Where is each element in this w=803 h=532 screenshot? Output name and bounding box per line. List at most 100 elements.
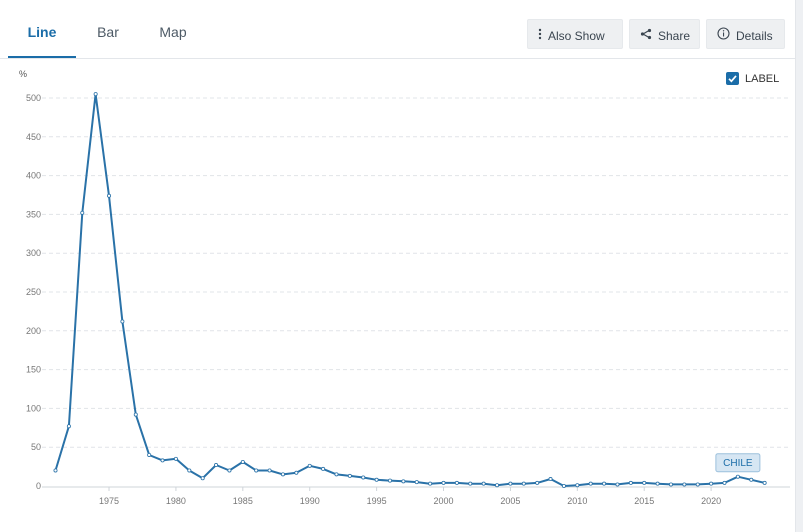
data-point <box>267 468 272 473</box>
data-point <box>160 458 165 463</box>
data-point <box>374 477 379 482</box>
y-tick-label: 350 <box>26 209 41 219</box>
tab-line[interactable]: Line <box>8 0 76 58</box>
gridlines <box>42 97 790 448</box>
data-point <box>561 483 566 488</box>
data-point <box>735 474 740 479</box>
y-tick-label: 200 <box>26 326 41 336</box>
data-point <box>668 482 673 487</box>
series-tag-label: CHILE <box>723 458 753 469</box>
x-tick-label: 1990 <box>300 496 320 506</box>
info-icon <box>717 21 730 51</box>
data-point <box>709 481 714 486</box>
data-point <box>722 480 727 485</box>
data-point <box>468 481 473 486</box>
x-tick-label: 2015 <box>634 496 654 506</box>
details-button[interactable]: Details <box>706 19 785 49</box>
y-tick-label: 150 <box>26 365 41 375</box>
x-tick-label: 2005 <box>500 496 520 506</box>
data-point <box>147 452 152 457</box>
data-point <box>307 463 312 468</box>
tab-map[interactable]: Map <box>159 24 187 40</box>
data-point <box>107 193 112 198</box>
y-tick-label: 500 <box>26 93 41 103</box>
line-chart: % 0 50 100 150 200 250 300 350 400 450 500 1975 198… <box>19 69 790 506</box>
data-point <box>682 482 687 487</box>
data-point <box>428 481 433 486</box>
data-point <box>642 480 647 485</box>
data-point <box>749 477 754 482</box>
series-chile: CHILE <box>53 92 767 488</box>
data-point <box>481 481 486 486</box>
data-point <box>214 463 219 468</box>
data-point <box>80 210 85 215</box>
data-point <box>133 412 138 417</box>
x-tick-label: 2020 <box>701 496 721 506</box>
data-point <box>361 475 366 480</box>
data-point <box>628 480 633 485</box>
data-point <box>227 468 232 473</box>
y-tick-label: 450 <box>26 132 41 142</box>
data-point <box>240 459 245 464</box>
data-point <box>321 466 326 471</box>
data-point <box>602 481 607 486</box>
data-point <box>254 468 259 473</box>
share-icon <box>640 21 652 51</box>
share-label: Share <box>658 28 691 43</box>
tab-bar[interactable]: Bar <box>97 24 119 40</box>
data-point <box>655 481 660 486</box>
x-tick-label: 1995 <box>367 496 387 506</box>
y-tick-label: 0 <box>36 481 41 491</box>
data-point <box>387 478 392 483</box>
data-point <box>548 477 553 482</box>
y-tick-label: 250 <box>26 287 41 297</box>
data-point <box>695 482 700 487</box>
data-point <box>200 476 205 481</box>
data-point <box>120 319 125 324</box>
x-tick-label: 2000 <box>434 496 454 506</box>
series-tag-box <box>715 453 761 473</box>
y-tick-label: 300 <box>26 248 41 258</box>
more-vertical-icon <box>538 21 542 51</box>
data-point <box>454 480 459 485</box>
details-label: Details <box>736 28 773 43</box>
data-point <box>187 468 192 473</box>
data-point <box>294 470 299 475</box>
x-tick-label: 1985 <box>233 496 253 506</box>
data-point <box>521 481 526 486</box>
x-tick-label: 1975 <box>99 496 119 506</box>
data-point <box>334 472 339 477</box>
also-show-label: Also Show <box>548 28 605 43</box>
checkbox-checked-icon[interactable] <box>726 72 739 85</box>
data-point <box>280 472 285 477</box>
also-show-button[interactable]: Also Show <box>527 19 623 49</box>
y-tick-label: 100 <box>26 403 41 413</box>
data-point <box>441 480 446 485</box>
data-point <box>414 480 419 485</box>
data-point <box>762 480 767 485</box>
legend-label: LABEL <box>745 73 780 85</box>
data-point <box>347 473 352 478</box>
x-tick-label: 1980 <box>166 496 186 506</box>
y-tick-label: 50 <box>31 442 41 452</box>
data-point <box>53 468 58 473</box>
data-point <box>495 483 500 488</box>
data-point <box>401 479 406 484</box>
data-point <box>173 456 178 461</box>
data-point <box>588 481 593 486</box>
data-point <box>508 481 513 486</box>
series-line <box>54 93 765 487</box>
data-point <box>93 92 98 97</box>
share-button[interactable]: Share <box>629 19 700 49</box>
y-tick-label: 400 <box>26 171 41 181</box>
y-unit-label: % <box>19 69 27 79</box>
data-point <box>615 482 620 487</box>
x-axis: 1975 1980 1985 1990 1995 2000 2005 2010 2015 2020 <box>42 486 790 506</box>
data-point <box>575 483 580 488</box>
data-point <box>66 424 71 429</box>
data-point <box>535 480 540 485</box>
x-tick-label: 2010 <box>567 496 587 506</box>
top-bar: Line Bar Map Also Show Share Details <box>0 0 795 59</box>
y-axis: 0 50 100 150 200 250 300 350 400 450 500 <box>26 93 41 491</box>
